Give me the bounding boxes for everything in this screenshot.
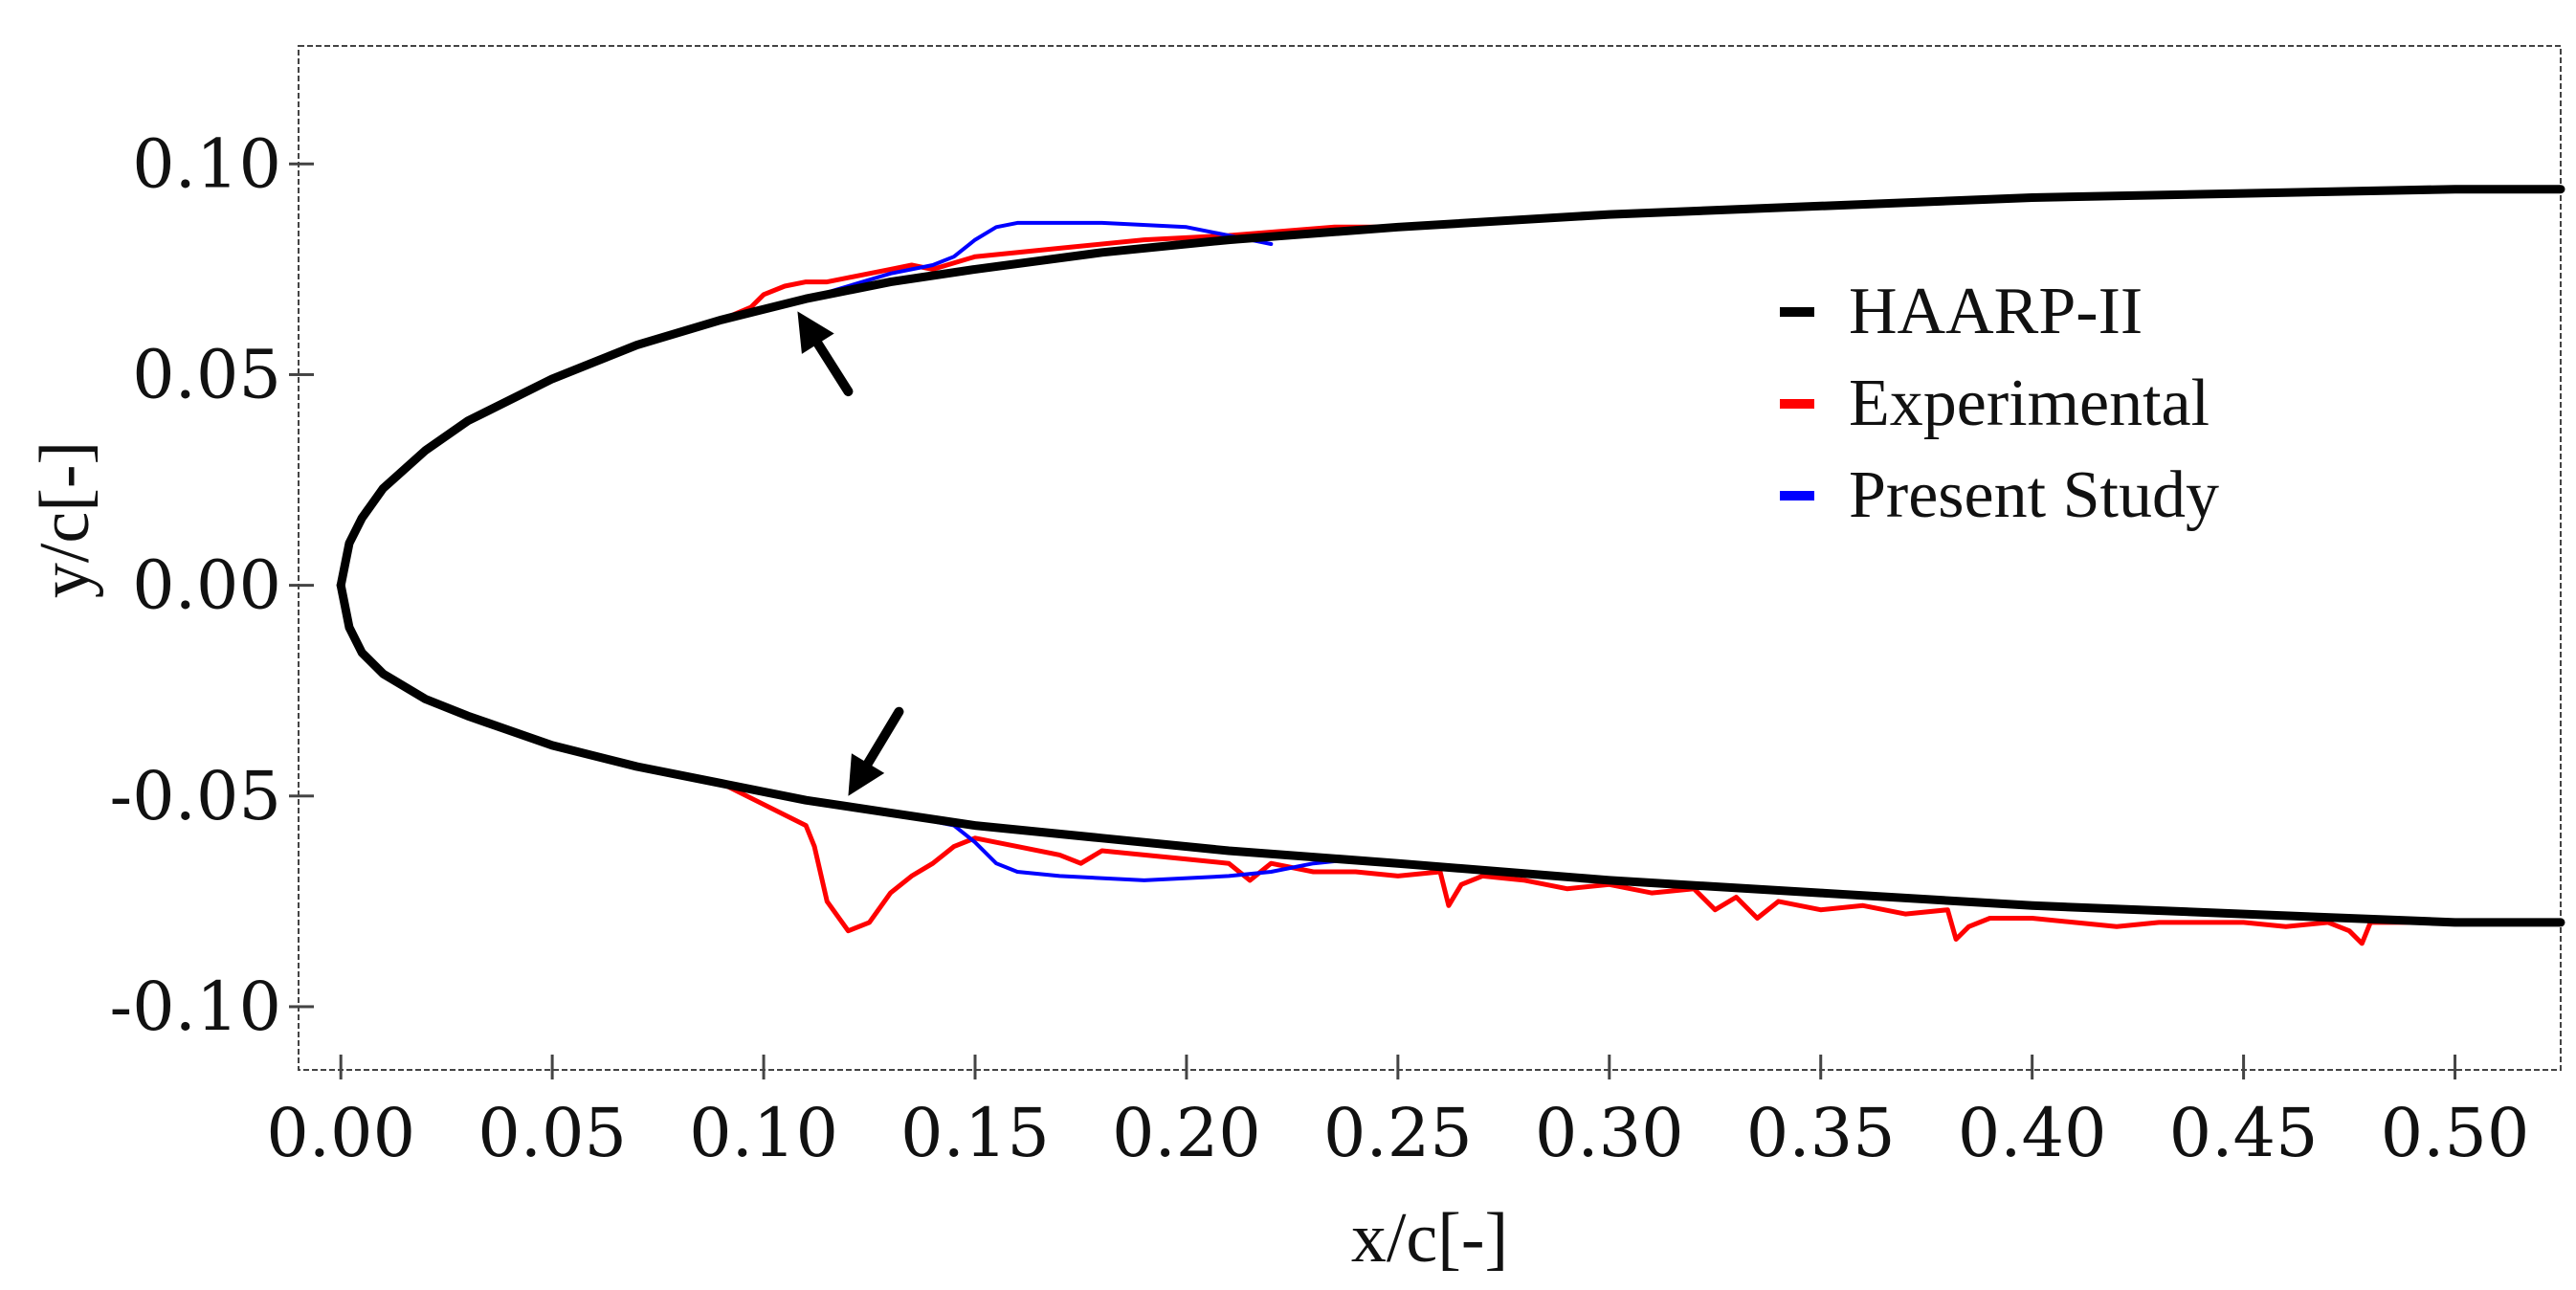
legend-label-experimental: Experimental xyxy=(1849,367,2210,440)
series-haarp-ii xyxy=(336,185,2565,927)
legend-label-haarp-ii: HAARP-II xyxy=(1849,275,2143,348)
plot-frame xyxy=(298,45,2562,1071)
legend: HAARP-II Experimental Present Study xyxy=(1780,275,2219,532)
x-tick-label: 0.35 xyxy=(1746,1094,1896,1172)
x-tick-label: 0.45 xyxy=(2169,1094,2319,1172)
y-tick-label: -0.10 xyxy=(109,968,281,1046)
series-line-present-study-upper xyxy=(804,220,1274,301)
x-tick-label: 0.10 xyxy=(689,1094,838,1172)
x-tick-label: 0.50 xyxy=(2381,1094,2530,1172)
y-tick-label: 0.00 xyxy=(132,546,281,625)
y-axis-label: y/c[-] xyxy=(26,441,104,598)
arrow-annotations xyxy=(797,311,904,796)
arrow-annotation-shaft xyxy=(812,339,854,397)
series-layer xyxy=(336,185,2565,946)
arrow-annotation-head xyxy=(797,311,834,354)
y-tick-label: 0.05 xyxy=(132,335,281,413)
x-tick-label: 0.40 xyxy=(1958,1094,2107,1172)
y-tick-label: 0.10 xyxy=(132,124,281,203)
x-axis-ticks: 0.00 0.05 0.10 0.15 0.20 0.25 0.30 0.35 0.40 0.45… xyxy=(266,1055,2529,1172)
y-axis-ticks: 0.10 0.05 0.00 -0.05 -0.10 xyxy=(109,124,314,1046)
legend-label-present-study: Present Study xyxy=(1849,458,2219,532)
x-tick-label: 0.15 xyxy=(900,1094,1050,1172)
arrow-annotation-head xyxy=(848,753,885,796)
series-line-haarp-ii-upper xyxy=(336,185,2565,590)
x-tick-label: 0.25 xyxy=(1323,1094,1473,1172)
x-tick-label: 0.00 xyxy=(266,1094,415,1172)
x-tick-label: 0.30 xyxy=(1535,1094,1684,1172)
y-tick-label: -0.05 xyxy=(109,757,281,835)
series-line-experimental-lower xyxy=(338,583,2564,946)
x-tick-label: 0.05 xyxy=(477,1094,627,1172)
x-axis-label: x/c[-] xyxy=(1351,1199,1508,1278)
x-tick-label: 0.20 xyxy=(1112,1094,1261,1172)
arrow-annotation-shaft xyxy=(863,706,904,768)
series-line-haarp-ii-lower xyxy=(336,581,2565,927)
